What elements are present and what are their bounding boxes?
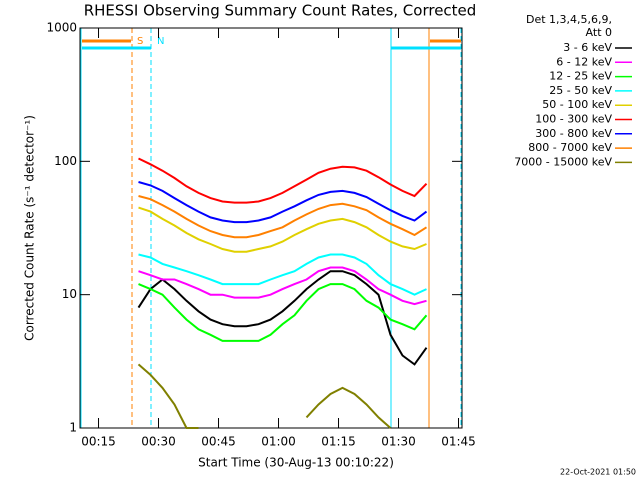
y-tick-label: 1000 [46, 21, 77, 35]
legend-header: Det 1,3,4,5,6,9, [526, 13, 612, 26]
x-axis-label: Start Time (30-Aug-13 00:10:22) [198, 456, 394, 470]
series-line [137, 363, 392, 429]
x-tick-label: 01:00 [261, 435, 296, 449]
x-tick-label: 00:45 [201, 435, 236, 449]
chart-title: RHESSI Observing Summary Count Rates, Co… [84, 2, 477, 20]
y-axis-label: Corrected Count Rate (s⁻¹ detector⁻¹) [23, 115, 37, 341]
legend-label: 50 - 100 keV [542, 98, 612, 111]
y-tick-label: 100 [54, 154, 77, 168]
timestamp: 22-Oct-2021 01:50 [560, 468, 636, 477]
series-line [138, 181, 428, 224]
legend-label: 7000 - 15000 keV [514, 155, 612, 168]
legend-label: 12 - 25 keV [549, 70, 612, 83]
legend-header: Att 0 [586, 26, 612, 39]
series-line [138, 253, 427, 296]
flag-lines [80, 28, 462, 428]
x-tick-label: 00:30 [141, 435, 176, 449]
legend-label: 100 - 300 keV [535, 113, 612, 126]
legend-label: 3 - 6 keV [563, 41, 612, 54]
x-tick-label: 01:15 [321, 435, 356, 449]
series-line [137, 270, 428, 366]
legend-label: 25 - 50 keV [549, 84, 612, 97]
series-line [138, 206, 427, 253]
series-line [138, 283, 428, 342]
plot-frame [79, 27, 463, 429]
series-line [138, 266, 427, 306]
legend-label: 6 - 12 keV [556, 55, 612, 68]
x-tick-label: 00:15 [81, 435, 116, 449]
legend-label: 800 - 7000 keV [528, 141, 612, 154]
x-tick-label: 01:30 [381, 435, 416, 449]
annotation: S [137, 36, 143, 47]
annotation: N [157, 36, 164, 47]
y-tick-label: 1 [69, 421, 77, 435]
legend-label: 300 - 800 keV [535, 127, 612, 140]
series-line [138, 157, 428, 204]
y-tick-label: 10 [62, 287, 77, 301]
series-line [138, 195, 428, 239]
x-tick-label: 01:45 [441, 435, 476, 449]
